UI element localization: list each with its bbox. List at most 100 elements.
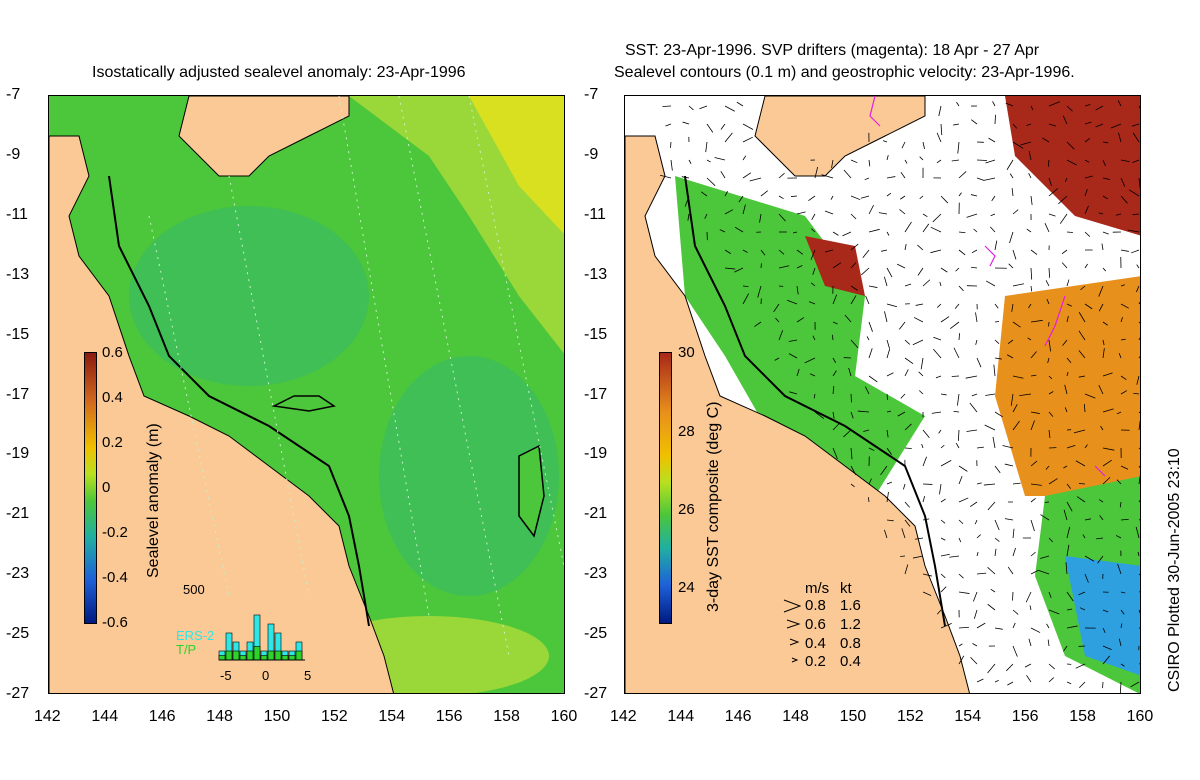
inset-bar-tp <box>225 650 233 661</box>
velocity-arrow <box>1030 195 1033 206</box>
x-tick-label: 150 <box>839 708 867 725</box>
velocity-arrow <box>863 429 870 432</box>
velocity-arrow <box>904 519 911 527</box>
velocity-arrow <box>956 101 960 107</box>
legend-row-ms: 0.4 <box>805 635 826 652</box>
velocity-arrow <box>971 119 978 125</box>
velocity-arrow <box>1078 350 1086 359</box>
sealevel-colorbar-tick: -0.2 <box>102 524 128 541</box>
velocity-arrow <box>1102 321 1108 326</box>
velocity-arrow <box>1083 404 1086 413</box>
velocity-arrow <box>754 321 762 327</box>
y-tick-label: -21 <box>584 505 608 523</box>
velocity-arrow <box>796 317 805 323</box>
velocity-arrow <box>976 482 982 485</box>
legend-row-ms: 0.6 <box>805 616 826 633</box>
velocity-arrow <box>940 444 945 449</box>
velocity-arrow <box>1012 141 1024 149</box>
inset-xtick: 0 <box>262 668 270 683</box>
velocity-arrow <box>971 249 978 254</box>
velocity-arrow <box>1012 209 1019 215</box>
velocity-arrow <box>843 429 852 438</box>
sst-colorbar-tick: 26 <box>678 501 695 518</box>
velocity-arrow <box>886 429 889 438</box>
velocity-arrow <box>994 465 1001 474</box>
velocity-arrow <box>919 195 924 200</box>
velocity-arrow <box>1048 478 1058 485</box>
velocity-arrow <box>1102 477 1111 485</box>
velocity-arrow <box>682 121 690 125</box>
velocity-arrow <box>850 159 858 164</box>
velocity-arrow <box>1066 625 1078 629</box>
velocity-arrow <box>1075 460 1086 467</box>
velocity-arrow <box>940 537 946 541</box>
velocity-arrow <box>842 231 852 237</box>
velocity-arrow <box>994 303 999 309</box>
velocity-arrow <box>1027 337 1032 341</box>
velocity-arrow <box>1084 205 1089 215</box>
velocity-arrow <box>920 357 924 370</box>
velocity-arrow <box>1012 420 1020 431</box>
velocity-arrow <box>1061 262 1068 269</box>
velocity-arrow <box>994 627 1003 630</box>
velocity-arrow <box>742 136 753 143</box>
y-tick-label: -19 <box>6 445 30 463</box>
velocity-arrow <box>886 267 893 278</box>
velocity-arrow <box>1030 249 1038 255</box>
velocity-arrow <box>983 177 996 181</box>
velocity-arrow <box>796 249 804 255</box>
velocity-arrow <box>994 519 1000 531</box>
velocity-arrow <box>940 195 949 204</box>
velocity-arrow <box>976 357 982 368</box>
velocity-arrow <box>1079 607 1086 611</box>
velocity-arrow <box>759 213 762 223</box>
velocity-arrow <box>881 249 888 252</box>
velocity-arrow <box>1048 213 1056 217</box>
velocity-arrow <box>1012 591 1014 601</box>
velocity-arrow <box>706 123 714 133</box>
legend-row-ms: 0.8 <box>805 597 826 614</box>
y-tick-label: -9 <box>584 145 599 163</box>
y-tick-label: -27 <box>584 685 608 702</box>
velocity-arrow <box>1102 447 1115 451</box>
velocity-arrow <box>922 429 930 438</box>
velocity-arrow <box>1102 645 1112 651</box>
velocity-arrow <box>990 213 996 217</box>
velocity-arrow <box>796 368 800 377</box>
velocity-arrow <box>886 231 890 236</box>
velocity-arrow <box>1132 213 1140 216</box>
velocity-arrow <box>868 228 880 233</box>
velocity-arrow <box>932 213 942 223</box>
velocity-arrow <box>903 483 906 490</box>
velocity-arrow <box>832 334 834 341</box>
velocity-arrow <box>1102 372 1113 377</box>
velocity-arrow <box>1117 100 1122 107</box>
velocity-arrow <box>1064 407 1068 413</box>
velocity-arrow <box>736 101 744 107</box>
velocity-arrow <box>1098 384 1104 395</box>
velocity-arrow <box>812 335 816 341</box>
velocity-arrow <box>1120 591 1126 594</box>
velocity-arrow <box>1120 465 1129 470</box>
velocity-arrow <box>660 174 672 179</box>
velocity-arrow <box>991 195 996 202</box>
velocity-arrow <box>939 281 942 287</box>
velocity-arrow <box>1026 675 1032 683</box>
velocity-arrow <box>868 375 878 383</box>
legend-arrow-04 <box>789 638 800 646</box>
velocity-arrow <box>970 656 978 665</box>
velocity-arrow <box>912 555 924 559</box>
x-tick-label: 142 <box>34 708 61 725</box>
geostrophic-velocity-arrows <box>660 100 1140 693</box>
velocity-arrow <box>1024 663 1032 668</box>
velocity-arrow <box>1010 393 1014 406</box>
velocity-arrow <box>1030 374 1037 377</box>
velocity-arrow <box>985 159 996 164</box>
shelf-contour <box>108 175 370 627</box>
velocity-arrow <box>1066 371 1069 377</box>
x-tick-label: 144 <box>91 708 119 725</box>
velocity-arrow <box>681 176 690 179</box>
legend-row-kt: 0.8 <box>840 635 861 652</box>
velocity-arrow <box>850 465 857 476</box>
velocity-arrow <box>1059 213 1068 224</box>
